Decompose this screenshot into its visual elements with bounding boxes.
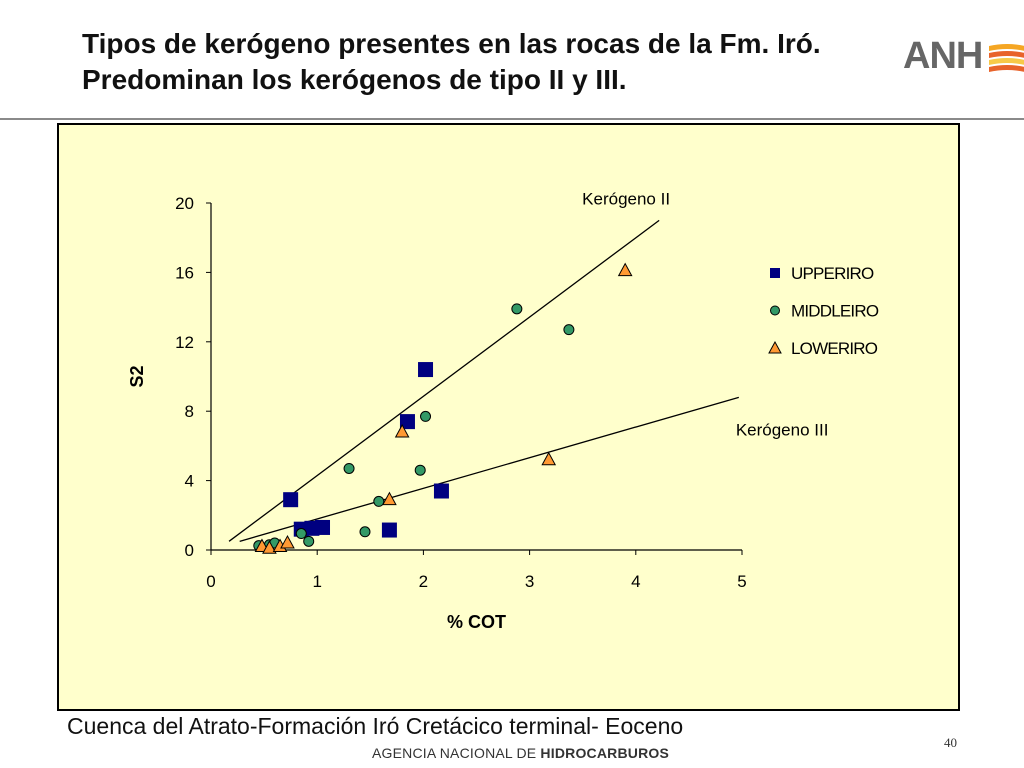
trend-line — [228, 219, 660, 542]
data-point-middleiro — [373, 495, 385, 507]
x-tick-label: 1 — [312, 572, 321, 591]
data-point-loweriro — [617, 262, 633, 277]
trend-label: Kerógeno III — [736, 420, 829, 439]
y-tick-label: 8 — [185, 402, 194, 421]
data-point-upperiro — [433, 483, 449, 499]
agency-prefix: AGENCIA NACIONAL DE — [372, 745, 541, 761]
y-tick-label: 16 — [175, 263, 194, 282]
data-point-upperiro — [283, 492, 299, 508]
x-tick-label: 3 — [525, 572, 534, 591]
legend-label: LOWERIRO — [791, 339, 878, 358]
header-divider — [0, 118, 1024, 120]
agency-footer: AGENCIA NACIONAL DE HIDROCARBUROS — [372, 745, 669, 761]
data-point-middleiro — [420, 410, 432, 422]
x-tick-label: 0 — [206, 572, 215, 591]
data-point-loweriro — [382, 491, 397, 506]
data-point-upperiro — [418, 362, 434, 378]
legend-marker — [768, 340, 782, 354]
x-tick-label: 5 — [737, 572, 746, 591]
data-point-middleiro — [563, 324, 575, 336]
legend-marker — [770, 268, 780, 278]
data-point-middleiro — [295, 528, 307, 540]
anh-logo: ANH — [903, 35, 1024, 78]
data-point-middleiro — [343, 462, 355, 474]
legend-label: MIDDLEIRO — [791, 302, 879, 321]
y-tick-label: 20 — [175, 194, 194, 213]
agency-bold: HIDROCARBUROS — [540, 745, 670, 761]
trend-line — [239, 396, 739, 542]
y-tick-label: 4 — [185, 472, 194, 491]
slide-title: Tipos de kerógeno presentes en las rocas… — [82, 28, 821, 95]
legend-label: UPPERIRO — [791, 264, 874, 283]
data-point-middleiro — [511, 303, 523, 315]
data-point-loweriro — [394, 423, 410, 438]
data-point-middleiro — [414, 464, 426, 476]
x-tick-label: 4 — [631, 572, 640, 591]
data-point-middleiro — [303, 535, 315, 547]
y-tick-label: 0 — [185, 541, 194, 560]
trend-label: Kerógeno II — [582, 189, 670, 208]
y-tick-label: 12 — [175, 333, 194, 352]
chart-frame: 0 1 2 3 4 5 0 4 8 12 16 20% COT S2 Kerógeno II Kerógen… — [57, 123, 960, 711]
page-number: 40 — [944, 735, 957, 750]
data-point-upperiro — [399, 414, 415, 430]
slide-caption: Cuenca del Atrato-Formación Iró Cretácic… — [67, 713, 684, 739]
logo-text: ANH — [903, 35, 983, 77]
data-point-loweriro — [280, 535, 295, 549]
data-point-upperiro — [315, 519, 331, 535]
logo-stripes-icon — [989, 44, 1024, 72]
legend-marker — [770, 305, 780, 316]
data-point-upperiro — [381, 522, 397, 538]
data-point-loweriro — [262, 540, 277, 554]
x-axis-title: % COT — [447, 612, 506, 632]
data-point-middleiro — [359, 526, 371, 538]
x-tick-label: 2 — [419, 572, 428, 591]
y-axis-title: S2 — [127, 365, 147, 387]
data-point-loweriro — [541, 451, 557, 466]
